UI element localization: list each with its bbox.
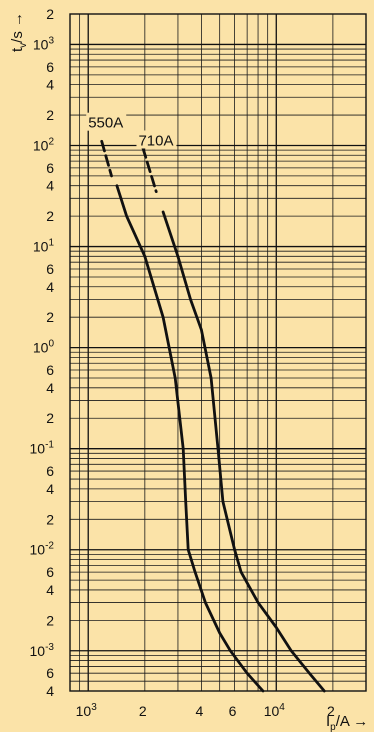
x-axis-label: Ip/A → xyxy=(326,713,368,732)
y-tick-label: 6 xyxy=(46,362,54,378)
x-tick-label: 103 xyxy=(76,702,98,719)
y-tick-label: 6 xyxy=(46,665,54,681)
curves xyxy=(100,139,326,693)
y-tick-label: 10-1 xyxy=(30,440,55,457)
grid-lines xyxy=(69,13,367,692)
x-tick-label: 4 xyxy=(196,703,204,719)
y-tick-label: 10-2 xyxy=(30,541,55,558)
y-tick-label: 6 xyxy=(46,463,54,479)
y-tick-label: 2 xyxy=(46,612,54,628)
y-tick-label: 4 xyxy=(46,582,54,598)
x-tick-label: 104 xyxy=(264,702,286,719)
series-labels: 550A 710A xyxy=(86,112,177,149)
series-label-bg xyxy=(136,130,177,149)
y-tick-label: 102 xyxy=(33,136,55,153)
x-tick-labels: 103 2 4 6 104 2 xyxy=(76,702,335,719)
series-curve-550A xyxy=(115,184,265,693)
y-tick-label: 2 xyxy=(46,410,54,426)
y-tick-label: 2 xyxy=(46,309,54,325)
plot-frame xyxy=(69,13,367,692)
y-tick-label: 6 xyxy=(46,564,54,580)
y-tick-label: 4 xyxy=(46,77,54,93)
y-tick-label: 4 xyxy=(46,178,54,194)
y-tick-label: 4 xyxy=(46,279,54,295)
x-tick-label: 6 xyxy=(229,703,237,719)
x-tick-label: 2 xyxy=(327,703,335,719)
series-curve-extension-550A xyxy=(100,139,113,178)
y-axis-label: tv/s → xyxy=(9,12,29,52)
y-tick-label: 6 xyxy=(46,160,54,176)
y-tick-label: 10-3 xyxy=(30,642,55,659)
y-tick-label: 2 xyxy=(46,107,54,123)
y-tick-label: 6 xyxy=(46,59,54,75)
y-tick-label: 6 xyxy=(46,261,54,277)
y-tick-label: 4 xyxy=(46,380,54,396)
y-tick-label: 103 xyxy=(33,35,55,52)
series-curve-710A xyxy=(161,210,326,693)
series-label-bg xyxy=(86,112,127,131)
series-label-710A: 710A xyxy=(138,132,173,149)
x-tick-label: 2 xyxy=(139,703,147,719)
y-tick-label: 2 xyxy=(46,511,54,527)
y-tick-label: 4 xyxy=(46,683,54,699)
series-label-550A: 550A xyxy=(88,115,123,132)
y-tick-label: 2 xyxy=(46,6,54,22)
y-tick-label: 101 xyxy=(33,238,55,255)
y-tick-labels: 2 103 6 4 2 102 6 4 2 101 6 4 2 100 6 4 2 10-1 6 4 2 10-2 6 4 2 1… xyxy=(30,6,55,699)
series-curve-extension-710A xyxy=(141,146,158,194)
y-tick-label: 4 xyxy=(46,481,54,497)
y-tick-label: 100 xyxy=(33,339,55,356)
y-tick-label: 2 xyxy=(46,208,54,224)
